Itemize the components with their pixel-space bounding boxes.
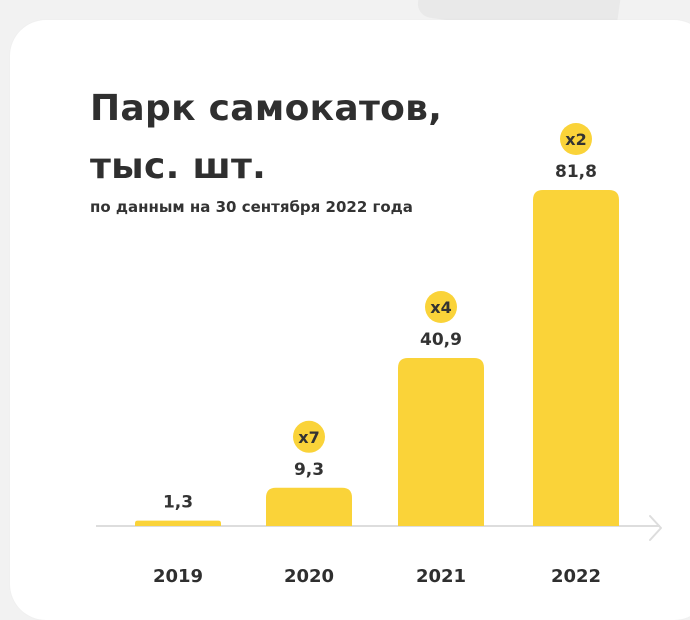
growth-badge-2022 bbox=[560, 123, 592, 155]
bar-2020 bbox=[266, 487, 352, 526]
bar-2022 bbox=[533, 190, 619, 526]
growth-badge-2021 bbox=[425, 291, 457, 323]
bar-2019 bbox=[135, 520, 221, 526]
bar-2021 bbox=[398, 358, 484, 526]
x-tick-label-2020: 2020 bbox=[284, 566, 334, 587]
x-axis-arrow-icon bbox=[649, 515, 662, 541]
x-tick-label-2019: 2019 bbox=[153, 566, 203, 587]
chart-title-line-2: тыс. шт. bbox=[90, 146, 267, 187]
growth-badge-label-2020: x7 bbox=[298, 428, 319, 447]
value-label-2022: 81,8 bbox=[555, 162, 597, 182]
chart-title: Парк самокатов, тыс. шт. bbox=[90, 80, 442, 196]
x-tick-label-2022: 2022 bbox=[551, 566, 601, 587]
chart-subtitle: по данным на 30 сентября 2022 года bbox=[90, 198, 413, 216]
value-label-2020: 9,3 bbox=[294, 460, 324, 480]
x-tick-label-2021: 2021 bbox=[416, 566, 466, 587]
value-label-2021: 40,9 bbox=[420, 330, 462, 350]
growth-badge-2020 bbox=[293, 420, 325, 453]
value-label-2019: 1,3 bbox=[163, 493, 193, 513]
growth-badge-label-2022: x2 bbox=[565, 130, 586, 149]
chart-title-line-1: Парк самокатов, bbox=[90, 88, 443, 129]
bar-chart: 1,3 2019 9,3 x7 2020 40,9 x4 2021 81,8 x2 2022 bbox=[96, 123, 662, 587]
growth-badge-label-2021: x4 bbox=[430, 298, 451, 317]
